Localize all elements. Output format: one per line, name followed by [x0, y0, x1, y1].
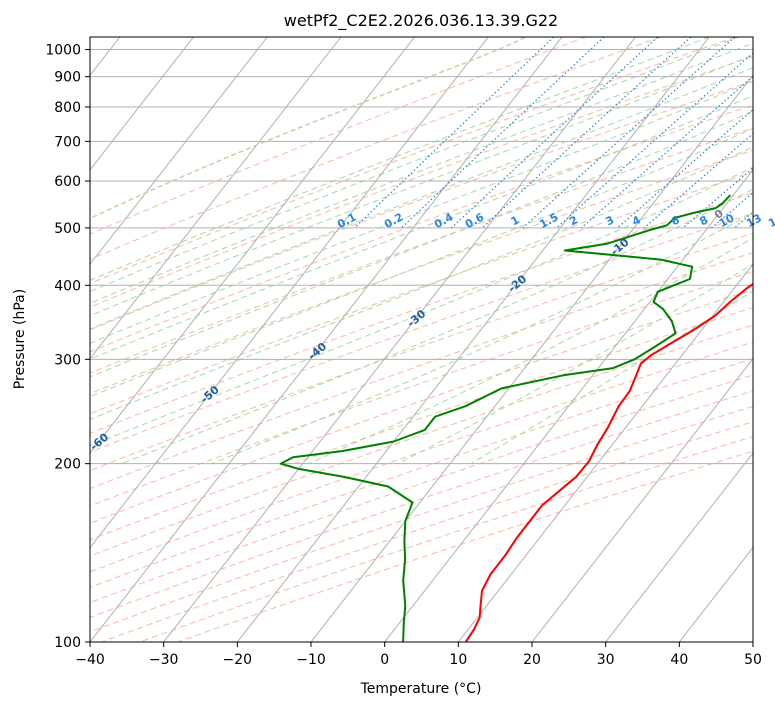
- x-tick-label: 0: [380, 652, 389, 668]
- dry-adiabat: [90, 37, 587, 235]
- dry-adiabat: [90, 127, 753, 374]
- dewpoint-line: [279, 194, 732, 642]
- y-tick-label: 600: [54, 174, 81, 190]
- mixing-ratio-label: 16: [766, 211, 775, 230]
- moist-adiabat: [90, 95, 753, 360]
- isotherm-line: [163, 37, 636, 642]
- temperature-line: [464, 282, 753, 642]
- mixing-ratio-line: [617, 108, 753, 229]
- dry-adiabat: [90, 324, 753, 557]
- x-tick-label: −20: [223, 652, 253, 668]
- isotherm-line: [531, 357, 753, 642]
- mixing-ratio-label: 13: [744, 211, 764, 230]
- mixing-ratio-label: 8: [697, 213, 710, 228]
- y-axis: 100 200 300 400 500 600 700 800 900 1000: [45, 43, 90, 651]
- x-tick-label: −40: [75, 652, 105, 668]
- y-tick-label: 500: [54, 221, 81, 237]
- isotherm-line: [752, 641, 753, 642]
- isotherm-line: [310, 74, 753, 642]
- x-tick-label: −30: [149, 652, 179, 668]
- mixing-ratio-line: [733, 211, 753, 229]
- chart-title: wetPf2_C2E2.2026.036.13.39.G22: [284, 11, 558, 31]
- x-tick-label: 20: [523, 652, 541, 668]
- dry-adiabat: [90, 270, 753, 507]
- y-tick-label: 400: [54, 278, 81, 294]
- mixing-ratio-label: 1: [509, 213, 522, 228]
- isotherm-label: -20: [506, 272, 530, 295]
- moist-adiabat: [397, 263, 753, 465]
- y-tick-label: 200: [54, 457, 81, 473]
- reference-curve: [90, 37, 526, 220]
- mixing-ratio-line: [400, 37, 605, 229]
- plot-frame: [89, 36, 754, 643]
- x-axis: −40 −30 −20 −10 0 10 20 30 40 50: [75, 642, 762, 668]
- moist-adiabat: [90, 54, 753, 317]
- isotherm-line: [90, 37, 194, 171]
- moist-adiabat: [90, 37, 710, 281]
- moist-adiabat: [90, 166, 753, 447]
- dry-adiabat: [90, 289, 753, 524]
- mixing-ratio-label: 2: [567, 213, 580, 228]
- isotherm-line: [90, 37, 489, 549]
- y-tick-label: 300: [54, 352, 81, 368]
- isotherm-line: [90, 37, 563, 642]
- moist-adiabat: [90, 67, 753, 330]
- mixing-ratio-label: 3: [603, 213, 616, 228]
- isotherm-line: [384, 168, 753, 642]
- mixing-ratio-line: [762, 37, 775, 228]
- dry-adiabat: [90, 37, 661, 260]
- mixing-ratio-label: 10: [717, 211, 737, 230]
- x-tick-label: 50: [744, 652, 762, 668]
- x-axis-title: Temperature (°C): [360, 681, 482, 697]
- mixing-ratio-label: 4: [630, 213, 643, 228]
- mixing-ratio-line: [481, 37, 692, 229]
- moist-adiabat: [90, 146, 753, 420]
- x-tick-label: −10: [296, 652, 326, 668]
- x-tick-label: 40: [670, 652, 688, 668]
- isotherm-line: [90, 37, 268, 266]
- moist-adiabat: [121, 188, 753, 465]
- isotherm-line: [90, 37, 415, 454]
- y-tick-label: 100: [54, 635, 81, 651]
- mixing-ratio-line: [450, 37, 659, 229]
- moist-adiabat: [90, 110, 753, 378]
- moist-adiabat: [211, 212, 753, 465]
- mixing-ratio-line: [682, 167, 753, 229]
- dry-adiabat: [90, 374, 753, 604]
- mixing-ratio-line: [522, 37, 736, 229]
- isotherm-line: [90, 37, 342, 360]
- isotherm-line: [457, 263, 753, 642]
- isotherm-label: -60: [88, 430, 112, 453]
- moist-adiabat: [90, 37, 739, 293]
- mixing-ratio-line: [354, 37, 555, 229]
- dry-adiabat: [90, 171, 753, 415]
- plot-area: [90, 37, 775, 642]
- dry-adiabat: [177, 450, 753, 642]
- y-tick-label: 700: [54, 134, 81, 150]
- y-tick-label: 800: [54, 100, 81, 116]
- y-tick-label: 1000: [45, 43, 81, 59]
- dry-adiabat: [101, 421, 753, 642]
- y-axis-title: Pressure (hPa): [12, 289, 28, 389]
- isotherm-label: -30: [405, 307, 429, 330]
- isotherm-line: [236, 37, 710, 642]
- x-tick-label: 30: [597, 652, 615, 668]
- dry-adiabat: [90, 149, 753, 395]
- y-tick-label: 900: [54, 70, 81, 86]
- dry-adiabat: [90, 104, 753, 353]
- x-tick-label: 10: [449, 652, 467, 668]
- dry-adiabat: [90, 212, 753, 453]
- isotherm-line: [605, 452, 753, 642]
- moist-adiabat: [90, 80, 753, 344]
- moist-adiabat: [90, 42, 753, 304]
